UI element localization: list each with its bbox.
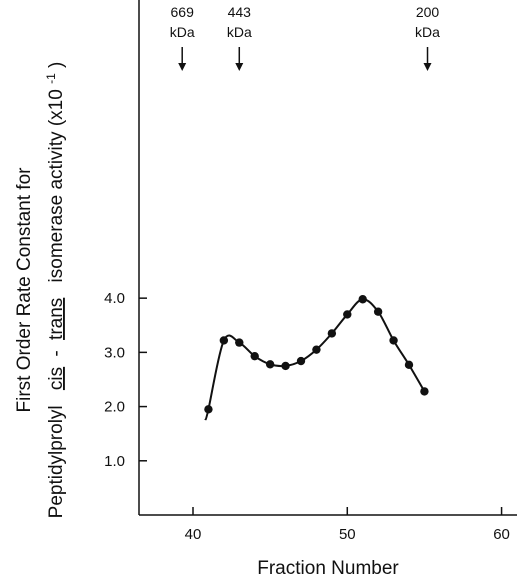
marker-669-arrow-head: [178, 63, 187, 71]
y-ticks: 1.0 2.0 3.0 4.0: [104, 290, 147, 470]
data-point-fraction-47: [296, 356, 306, 366]
y-label-prefix: Peptidylprolyl: [46, 405, 67, 518]
y-label-suffix: isomerase activity (x10: [46, 89, 67, 282]
y-axis-label-line2: Peptidylprolyl cis - trans isomerase act…: [39, 62, 67, 519]
marker-669-unit: kDa: [170, 24, 195, 40]
y-tick-label-2.0: 2.0: [104, 399, 125, 416]
data-point-fraction-51: [358, 295, 367, 304]
marker-200-value: 200: [416, 4, 440, 20]
y-label-trans: trans: [46, 298, 67, 340]
chart-axes: [138, 0, 517, 516]
data-point-fraction-45: [265, 360, 275, 369]
data-point-fraction-43: [235, 338, 244, 347]
data-curve: [204, 298, 426, 421]
y-label-close: ): [46, 62, 67, 68]
data-point-fraction-52: [373, 307, 383, 316]
data-point-fraction-44: [250, 351, 259, 361]
marker-200-unit: kDa: [415, 24, 440, 40]
marker-669-value: 669: [171, 4, 195, 20]
y-tick-label-1.0: 1.0: [104, 453, 125, 470]
data-point-fraction-42: [219, 336, 229, 345]
marker-200-arrow-head: [423, 63, 432, 71]
data-point-fraction-48: [312, 345, 321, 354]
y-label-cis: cis: [46, 367, 67, 390]
data-point-fraction-50: [343, 310, 352, 319]
x-tick-label-50: 50: [339, 526, 356, 543]
y-tick-label-3.0: 3.0: [104, 344, 125, 361]
x-tick-label-40: 40: [185, 526, 202, 543]
data-point-fraction-41: [204, 405, 213, 414]
x-tick-label-60: 60: [493, 526, 510, 543]
x-axis-label: Fraction Number: [257, 558, 399, 579]
marker-443-value: 443: [228, 4, 252, 20]
data-point-fraction-49: [327, 329, 337, 338]
x-ticks: 40 50 60: [185, 507, 510, 543]
data-point-fraction-54: [404, 360, 414, 370]
data-points: [204, 295, 429, 414]
y-axis-label-line1: First Order Rate Constant for: [14, 167, 35, 413]
y-tick-label-4.0: 4.0: [104, 290, 125, 307]
y-label-dash: -: [46, 350, 67, 356]
data-point-fraction-53: [389, 336, 398, 345]
size-markers: 669 kDa 443 kDa 200 kDa: [170, 4, 440, 71]
marker-443-arrow-head: [235, 63, 244, 71]
data-point-fraction-55: [420, 387, 429, 396]
marker-443-unit: kDa: [227, 24, 252, 40]
data-point-fraction-46: [281, 361, 290, 371]
y-label-exponent: -1: [44, 73, 58, 84]
